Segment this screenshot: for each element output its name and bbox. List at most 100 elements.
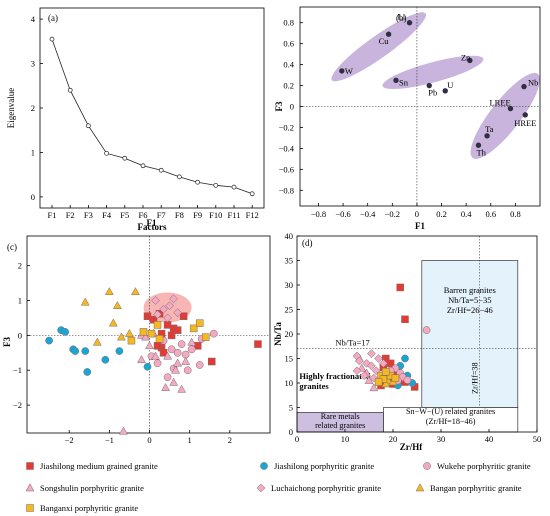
loading-label: Li <box>398 12 406 22</box>
x-tick-label: 40 <box>485 434 494 444</box>
data-point <box>355 356 364 366</box>
data-point <box>195 319 204 327</box>
data-point <box>201 333 210 341</box>
data-point <box>155 335 164 343</box>
x-tick-label: 0 <box>295 434 299 444</box>
loading-group-ellipse <box>331 12 427 82</box>
x-tick-label: F12 <box>246 210 259 220</box>
y-tick-label: 0.8 <box>283 18 294 28</box>
plot-frame <box>39 7 265 209</box>
barren-granites-label: Zr/Hf=26−46 <box>447 305 493 315</box>
data-point <box>352 366 362 376</box>
loading-point <box>522 112 528 118</box>
data-point <box>173 348 182 357</box>
y-tick-label: 0.6 <box>283 39 294 49</box>
x-axis-label: Factors <box>138 222 167 232</box>
x-tick-label: −0.8 <box>311 209 326 219</box>
panel-label: (d) <box>302 238 313 248</box>
nbta-ref-label: Nb/Ta=17 <box>335 338 369 348</box>
eigenvalue-point <box>231 184 237 190</box>
legend-label: Wukehe porphyritic granite <box>437 461 531 471</box>
loading-label: Pb <box>428 88 437 98</box>
data-point <box>401 315 409 324</box>
loading-label: Zn <box>461 52 471 62</box>
x-tick-label: 30 <box>437 434 446 444</box>
legend-label: Jiashilong medium grained granite <box>40 461 158 471</box>
data-point <box>396 283 404 292</box>
eigenvalue-point <box>104 150 109 156</box>
x-tick-label: 0.4 <box>461 209 472 219</box>
y-tick-label: 35 <box>285 256 294 266</box>
data-point <box>161 382 170 391</box>
data-point <box>209 329 218 338</box>
data-point <box>173 308 182 318</box>
y-tick-label: 0.4 <box>283 60 294 70</box>
y-tick-label: −0.2 <box>279 122 294 132</box>
sn-w-u-label: Sn−W−(U) related granites <box>406 407 495 416</box>
data-point <box>45 336 53 345</box>
y-tick-label: 2 <box>18 261 22 271</box>
data-point <box>153 359 162 368</box>
y-tick-label: 0.2 <box>283 81 294 91</box>
data-point <box>163 351 173 360</box>
panel-b-loadings-chart: −0.8 −0.6 −0.4 −0.2 0 0.2 0.4 0.6 0.8 −0.8 −0.6 −0.… <box>274 6 541 231</box>
data-point <box>181 356 191 365</box>
data-point <box>189 324 198 333</box>
legend-marker <box>415 483 425 492</box>
zrhf-ref-label: Zr/Hf=38 <box>470 362 479 393</box>
data-point <box>169 377 179 386</box>
x-axis-label: Zr/Hf <box>400 442 423 452</box>
data-point <box>131 287 140 296</box>
x-tick-label: 0.6 <box>485 209 496 219</box>
eigenvalue-point <box>249 191 255 197</box>
data-point <box>151 296 160 305</box>
loading-label: Th <box>476 147 486 157</box>
y-axis-label: F3 <box>274 101 284 111</box>
loading-point <box>406 20 413 26</box>
x-tick-label: 0.2 <box>436 209 447 219</box>
y-tick-label: 5 <box>289 403 293 413</box>
data-point <box>169 294 178 304</box>
data-point <box>104 287 114 296</box>
data-point <box>381 379 391 388</box>
data-point <box>163 313 172 323</box>
data-point <box>183 366 192 375</box>
data-point <box>147 329 156 338</box>
y-tick-label: 0 <box>18 330 22 340</box>
legend-marker <box>26 462 34 470</box>
x-tick-label: F10 <box>209 210 222 220</box>
x-tick-label: −0.4 <box>360 209 376 219</box>
eigenvalue-point <box>86 123 91 129</box>
loading-label: Cu <box>379 36 390 46</box>
loading-point <box>475 142 482 148</box>
loading-label: Sn <box>399 77 409 87</box>
data-point <box>159 304 168 314</box>
eigenvalue-point <box>195 179 200 185</box>
legend-label: Bangan porphyritic granite <box>430 483 522 493</box>
data-point <box>177 384 187 393</box>
data-point <box>71 347 80 355</box>
loading-point <box>385 31 392 37</box>
data-point <box>369 383 379 392</box>
eigenvalue-point <box>158 167 164 173</box>
x-tick-label: 0 <box>415 209 419 219</box>
data-point <box>171 365 181 374</box>
data-point <box>124 328 134 337</box>
data-point <box>153 342 162 350</box>
loading-label: HREE <box>514 118 536 128</box>
data-point <box>165 301 174 311</box>
loading-point <box>521 83 527 90</box>
x-tick-label: F6 <box>139 210 148 220</box>
y-tick-label: −0.4 <box>279 143 295 153</box>
eigenvalue-point <box>122 155 128 161</box>
x-tick-label: 0 <box>147 435 151 445</box>
panel-label: (b) <box>396 13 407 23</box>
legend-marker <box>423 462 431 470</box>
eigenvalue-line <box>51 38 253 195</box>
y-axis-label: Nb/Ta <box>273 322 283 346</box>
y-axis-label: Eigenvalue <box>6 88 16 128</box>
data-point <box>401 354 409 363</box>
barren-granites-region <box>421 260 519 408</box>
data-point <box>61 328 70 336</box>
